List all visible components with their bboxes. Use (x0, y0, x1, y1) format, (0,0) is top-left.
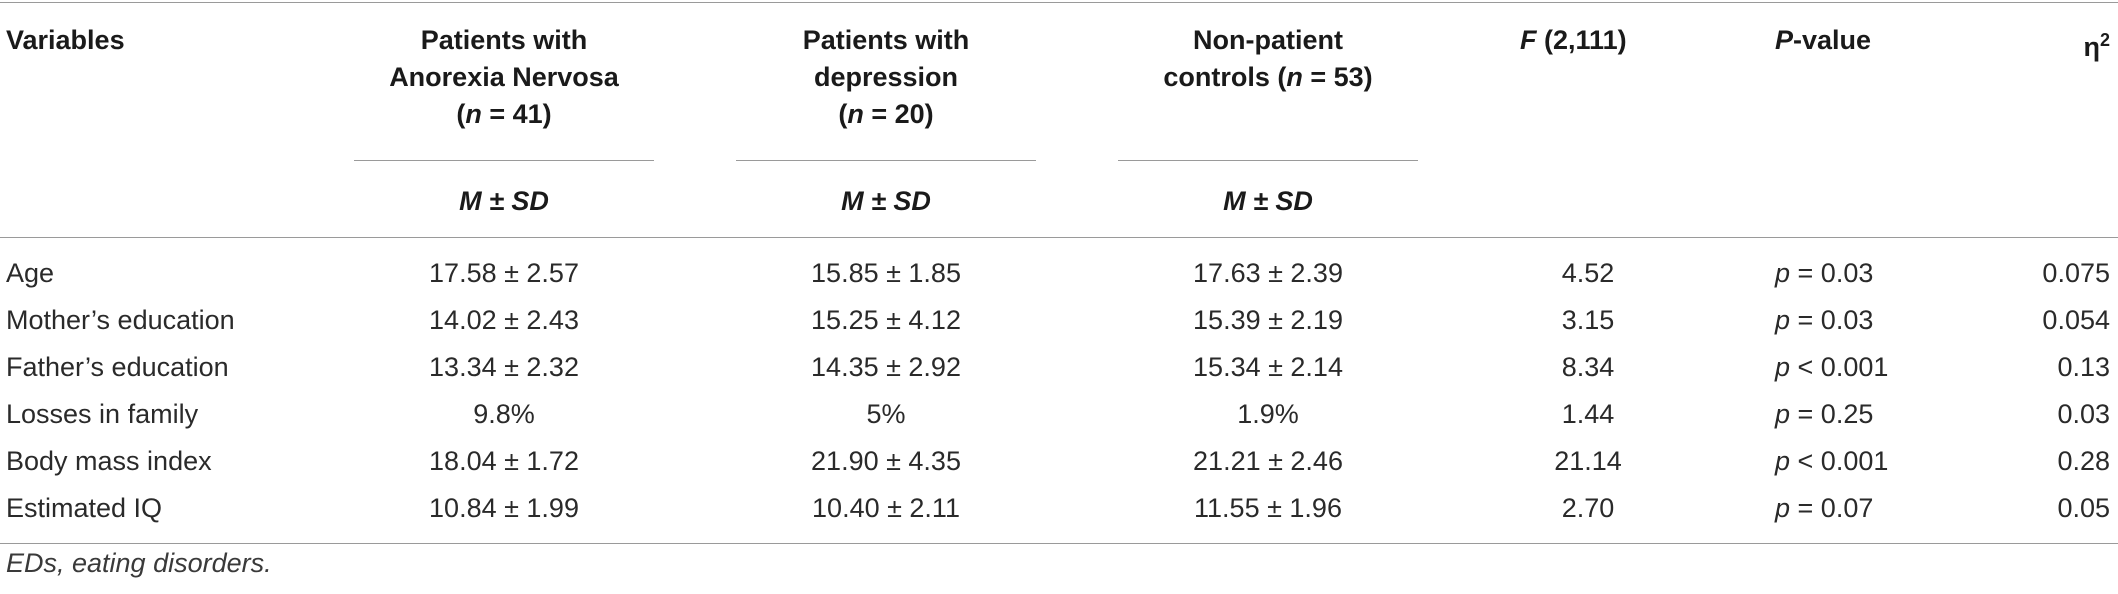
row-p-value: p = 0.03 (1775, 305, 1874, 335)
controls-subrule (1118, 160, 1418, 161)
header-depression-line2: depression (813, 62, 959, 92)
row-f-value: 3.15 (1561, 305, 1615, 335)
row-controls-value: 15.39 ± 2.19 (1193, 305, 1343, 335)
row-p-value: p = 0.25 (1775, 399, 1874, 429)
header-anorexia-line2: Anorexia Nervosa (389, 62, 619, 92)
row-controls-value: 1.9% (1237, 399, 1299, 429)
table-row: Father’s education 13.34 ± 2.32 14.35 ± … (0, 344, 2118, 391)
table-row: Mother’s education 14.02 ± 2.43 15.25 ± … (0, 297, 2118, 344)
header-anorexia-column: Patients with Anorexia Nervosa (n = 41) (354, 22, 654, 133)
row-controls-value: 17.63 ± 2.39 (1193, 258, 1343, 288)
row-depression-value: 14.35 ± 2.92 (811, 352, 961, 382)
header-p-value: P-value (1775, 25, 1872, 55)
table-row: Estimated IQ 10.84 ± 1.99 10.40 ± 2.11 1… (0, 485, 2118, 532)
row-eta-value: 0.03 (2057, 399, 2110, 429)
header-anorexia-line1: Patients with (420, 25, 588, 55)
row-depression-value: 21.90 ± 4.35 (811, 446, 961, 476)
table-row: Losses in family 9.8% 5% 1.9% 1.44 p = 0… (0, 391, 2118, 438)
row-p-value: p < 0.001 (1775, 446, 1889, 476)
row-variable: Father’s education (6, 352, 229, 382)
row-controls-value: 15.34 ± 2.14 (1193, 352, 1343, 382)
table-row: Body mass index 18.04 ± 1.72 21.90 ± 4.3… (0, 438, 2118, 485)
row-f-value: 4.52 (1561, 258, 1615, 288)
table-bottom-rule (0, 543, 2118, 544)
row-variable: Mother’s education (6, 305, 235, 335)
controls-stat-label: M ± SD (1223, 186, 1313, 216)
row-f-value: 21.14 (1554, 446, 1622, 476)
row-variable: Age (6, 258, 55, 288)
anorexia-stat-label: M ± SD (459, 186, 549, 216)
row-eta-value: 0.075 (2042, 258, 2110, 288)
table-top-rule (0, 2, 2118, 3)
depression-stat-label: M ± SD (841, 186, 931, 216)
header-bottom-rule (0, 237, 2118, 238)
row-controls-value: 11.55 ± 1.96 (1194, 493, 1342, 523)
depression-subrule (736, 160, 1036, 161)
header-eta-squared: η2 (2083, 30, 2110, 62)
header-depression-column: Patients with depression (n = 20) (736, 22, 1036, 133)
row-anorexia-value: 14.02 ± 2.43 (429, 305, 579, 335)
anorexia-subrule (354, 160, 654, 161)
row-anorexia-value: 10.84 ± 1.99 (429, 493, 579, 523)
row-eta-value: 0.05 (2057, 493, 2110, 523)
row-depression-value: 15.25 ± 4.12 (811, 305, 961, 335)
row-eta-value: 0.054 (2042, 305, 2110, 335)
row-anorexia-value: 9.8% (473, 399, 535, 429)
row-depression-value: 15.85 ± 1.85 (811, 258, 961, 288)
header-depression-line3: (n = 20) (838, 99, 934, 129)
row-controls-value: 21.21 ± 2.46 (1193, 446, 1343, 476)
row-anorexia-value: 17.58 ± 2.57 (429, 258, 579, 288)
header-controls-line2: controls (n = 53) (1163, 62, 1373, 92)
row-variable: Body mass index (6, 446, 212, 476)
row-eta-value: 0.13 (2057, 352, 2110, 382)
header-anorexia-line3: (n = 41) (456, 99, 552, 129)
row-f-value: 1.44 (1561, 399, 1615, 429)
row-anorexia-value: 13.34 ± 2.32 (429, 352, 579, 382)
row-variable: Losses in family (6, 399, 199, 429)
row-anorexia-value: 18.04 ± 1.72 (429, 446, 579, 476)
header-variables: Variables (6, 25, 125, 55)
header-depression-line1: Patients with (802, 25, 970, 55)
header-f-statistic: F (2,111) (1520, 25, 1627, 55)
row-p-value: p = 0.03 (1775, 258, 1874, 288)
table-row: Age 17.58 ± 2.57 15.85 ± 1.85 17.63 ± 2.… (0, 250, 2118, 297)
row-p-value: p < 0.001 (1775, 352, 1889, 382)
row-depression-value: 5% (866, 399, 906, 429)
header-controls-line1: Non-patient (1193, 25, 1343, 55)
row-variable: Estimated IQ (6, 493, 163, 523)
row-p-value: p = 0.07 (1775, 493, 1874, 523)
row-depression-value: 10.40 ± 2.11 (812, 493, 960, 523)
row-f-value: 8.34 (1561, 352, 1615, 382)
row-f-value: 2.70 (1561, 493, 1615, 523)
header-controls-column: Non-patient controls (n = 53) (1118, 22, 1418, 96)
table-footnote: EDs, eating disorders. (6, 548, 272, 578)
row-eta-value: 0.28 (2057, 446, 2110, 476)
